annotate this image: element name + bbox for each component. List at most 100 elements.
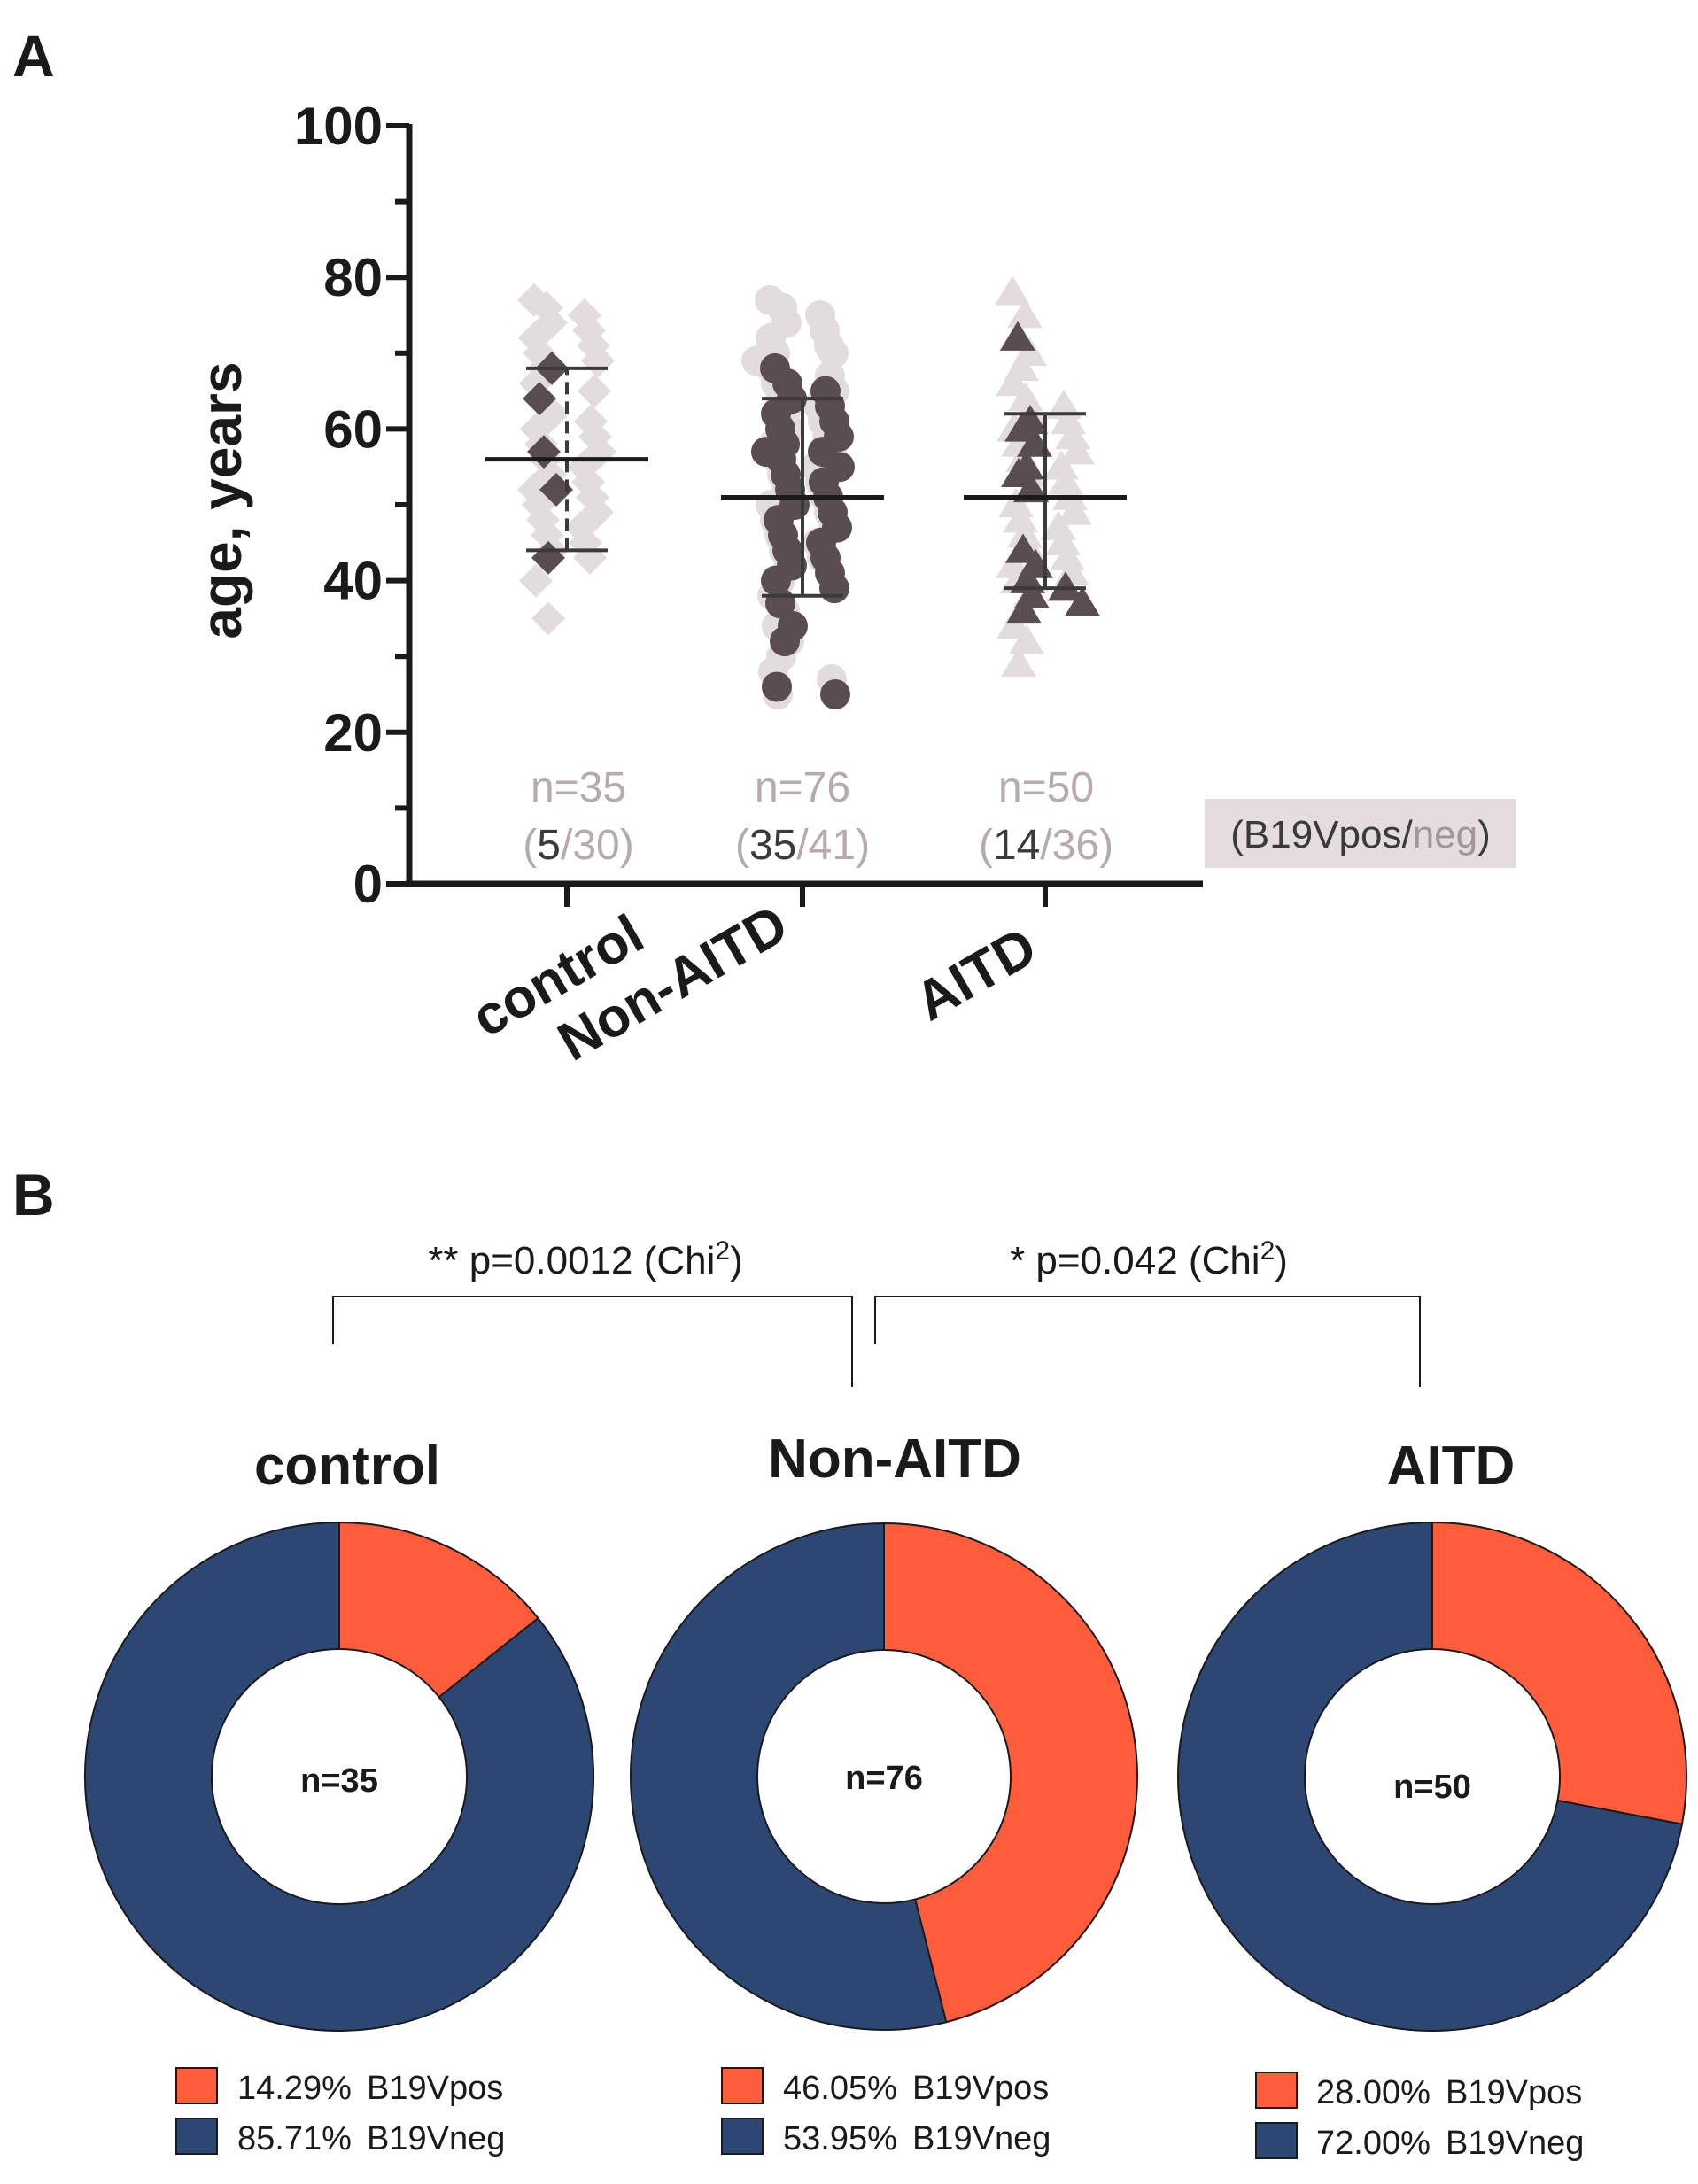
pos-point-non-aitd — [820, 679, 850, 709]
neg-point-aitd — [998, 488, 1034, 518]
neg-point-aitd — [1051, 404, 1086, 435]
y-tick-label: 100 — [294, 97, 383, 156]
sig-text-1: ** p=0.0012 (Chi2) — [428, 1236, 742, 1283]
pos-point-aitd — [1013, 472, 1049, 503]
neg-point-aitd — [1007, 298, 1043, 329]
significance-bracket-2: * p=0.042 (Chi2) — [874, 1236, 1421, 1387]
x-axis-ticks — [564, 884, 1048, 907]
legend-swatch-pos — [721, 2067, 764, 2104]
median-iqr-bars — [485, 366, 1127, 598]
pos-point-control — [527, 435, 561, 469]
neg-point-aitd — [1045, 525, 1081, 556]
donut-non-aitd — [630, 1522, 1139, 2031]
count-control: (5/30) — [523, 822, 633, 869]
donut-slice-b19vneg — [630, 1522, 948, 2031]
legend-non-aitd: 46.05% B19Vpos 53.95% B19Vneg — [721, 2067, 1051, 2157]
neg-point-aitd — [1009, 624, 1044, 654]
legend-label-pos: B19Vpos — [912, 2070, 1049, 2107]
neg-point-aitd — [1043, 450, 1079, 480]
pos-point-aitd — [1048, 571, 1083, 601]
pos-point-aitd — [1006, 593, 1042, 624]
neg-point-aitd — [996, 548, 1031, 578]
y-tick-label: 60 — [323, 399, 383, 459]
legend-value-pos: 28.00% — [1316, 2074, 1431, 2111]
legend-swatch-neg — [721, 2118, 764, 2155]
neg-point-control — [519, 563, 553, 598]
count-non-aitd: (35/41) — [735, 822, 870, 869]
neg-count-aitd: 36 — [1052, 822, 1099, 869]
legend-swatch-pos — [1255, 2072, 1298, 2109]
neg-point-aitd — [1050, 540, 1085, 571]
legend-value-neg: 85.71% — [237, 2120, 352, 2157]
legend-swatch-neg — [1255, 2122, 1298, 2159]
neg-point-non-aitd — [818, 337, 849, 368]
y-tick-label: 20 — [323, 703, 383, 763]
donut-slice-b19vpos — [1431, 1521, 1687, 1825]
neg-point-control — [531, 601, 565, 636]
pos-point-control — [523, 382, 556, 416]
neg-count-control: 30 — [572, 822, 619, 869]
y-tick-label: 0 — [353, 855, 383, 914]
pos-point-control — [539, 472, 573, 507]
donut-slice-b19vneg — [1177, 1521, 1684, 2032]
donut-slice-b19vneg — [84, 1521, 594, 2032]
neg-point-aitd — [1041, 510, 1076, 540]
bracket-line-2 — [874, 1296, 1421, 1387]
n-label-aitd: n=50 — [998, 764, 1094, 811]
pos-point-non-aitd — [762, 671, 792, 702]
neg-count-non-aitd: 41 — [809, 822, 856, 869]
donut-title-aitd: AITD — [1387, 1436, 1516, 1497]
count-aitd: (14/36) — [979, 822, 1113, 869]
y-axis-title: age, years — [190, 361, 253, 639]
neg-point-aitd — [1008, 382, 1043, 412]
significance-bracket-1: ** p=0.0012 (Chi2) — [332, 1236, 853, 1387]
legend-value-pos: 46.05% — [783, 2070, 897, 2107]
neg-point-aitd — [1046, 389, 1082, 419]
y-axis-ticks: 0 20 40 60 80 100 — [294, 97, 409, 914]
donut-slice-b19vpos — [338, 1521, 539, 1699]
pos-point-aitd — [1000, 321, 1035, 351]
neg-point-aitd — [1003, 503, 1038, 533]
sig-text-2: * p=0.042 (Chi2) — [1010, 1236, 1288, 1283]
legend-label-neg: B19Vneg — [367, 2120, 505, 2157]
neg-point-aitd — [1055, 419, 1090, 450]
legend-control: 14.29% B19Vpos 85.71% B19Vneg — [175, 2067, 505, 2157]
legend-value-neg: 72.00% — [1316, 2125, 1431, 2162]
legend-label-pos: B19Vpos — [1446, 2074, 1582, 2111]
legend-value-neg: 53.95% — [783, 2120, 897, 2157]
n-label-non-aitd: n=76 — [755, 764, 850, 811]
neg-point-aitd — [1007, 518, 1043, 548]
donut-aitd — [1177, 1521, 1687, 2032]
donut-center-aitd: n=50 — [1393, 1769, 1471, 1806]
donut-center-non-aitd: n=76 — [845, 1760, 923, 1797]
neg-point-control — [578, 374, 611, 408]
y-tick-label: 80 — [323, 248, 383, 307]
donut-slice-b19vpos — [883, 1522, 1139, 2024]
neg-point-aitd — [1048, 465, 1083, 495]
legend-label-neg: B19Vneg — [912, 2120, 1051, 2157]
pos-point-aitd — [1065, 586, 1100, 616]
neg-point-aitd — [1057, 495, 1092, 525]
pos-count-control: 5 — [537, 822, 561, 869]
donut-title-non-aitd: Non-AITD — [768, 1429, 1021, 1490]
neg-point-control — [583, 435, 616, 469]
pos-point-non-aitd — [761, 565, 791, 596]
y-tick-label: 40 — [323, 552, 383, 611]
legend-aitd: 28.00% B19Vpos 72.00% B19Vneg — [1255, 2072, 1584, 2162]
legend-note-text: (B19Vpos/neg) — [1230, 813, 1491, 856]
pos-point-aitd — [1017, 427, 1052, 457]
pos-count-aitd: 14 — [993, 822, 1040, 869]
bracket-line-1 — [332, 1296, 853, 1387]
legend-label-pos: B19Vpos — [367, 2070, 503, 2107]
donut-title-control: control — [254, 1436, 440, 1497]
donut-center-control: n=35 — [300, 1762, 378, 1800]
legend-label-neg: B19Vneg — [1446, 2125, 1584, 2162]
x-label-aitd: AITD — [905, 916, 1047, 1033]
n-label-control: n=35 — [531, 764, 626, 811]
panel-a-letter: A — [12, 23, 55, 89]
legend-note-box — [1205, 799, 1516, 868]
legend-value-pos: 14.29% — [237, 2070, 352, 2107]
pos-point-non-aitd — [770, 626, 800, 657]
pos-point-aitd — [1010, 563, 1045, 593]
legend-swatch-neg — [175, 2118, 218, 2155]
